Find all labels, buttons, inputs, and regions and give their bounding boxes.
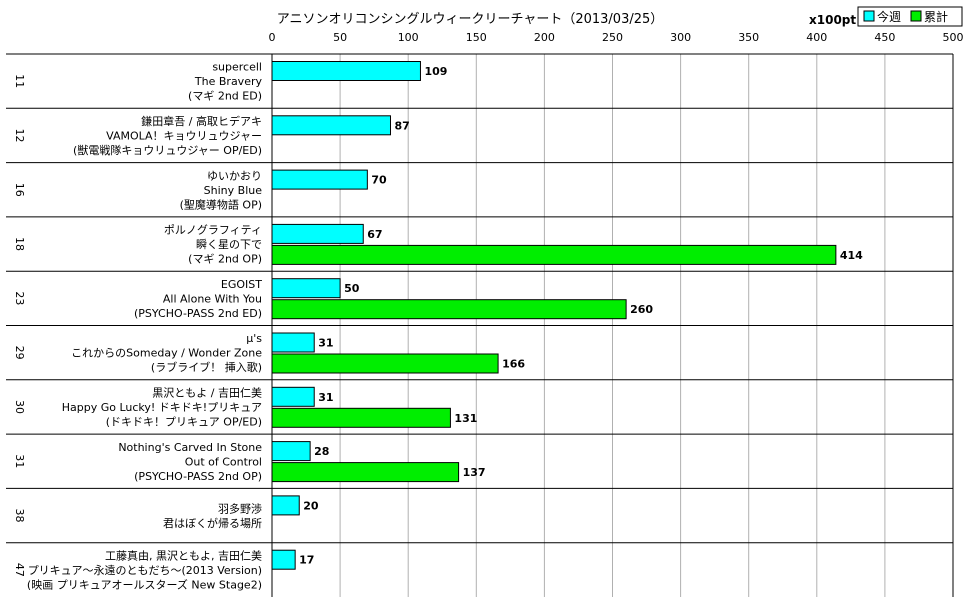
rank-label: 31 bbox=[13, 454, 26, 468]
entry-line: (PSYCHO-PASS 2nd ED) bbox=[134, 307, 262, 320]
bar-weekly-value: 17 bbox=[299, 554, 314, 567]
bar-weekly-value: 70 bbox=[371, 174, 387, 187]
bar-total bbox=[271, 407, 451, 428]
x-tick-labels: 0 50 100 150 200 250 300 350 400 450 500 bbox=[269, 31, 964, 44]
x-tick-label: 250 bbox=[602, 31, 623, 44]
bar-total bbox=[271, 462, 460, 483]
bar-weekly bbox=[271, 441, 311, 462]
entry-line: ゆいかおり bbox=[207, 169, 262, 182]
x-tick-label: 0 bbox=[269, 31, 276, 44]
bar-total-value: 414 bbox=[840, 249, 863, 262]
bar-total bbox=[271, 299, 627, 320]
x-tick-label: 100 bbox=[398, 31, 419, 44]
legend-label-total: 累計 bbox=[924, 9, 948, 24]
entry-line: All Alone With You bbox=[163, 292, 262, 305]
legend-swatch-total bbox=[910, 10, 922, 22]
entry-line: 鎌田章吾 / 高取ヒデアキ bbox=[141, 114, 262, 128]
rank-label: 38 bbox=[13, 509, 26, 523]
entry-line: (マギ 2nd ED) bbox=[188, 90, 262, 103]
bar-total-value: 131 bbox=[454, 412, 477, 425]
bar-weekly bbox=[271, 549, 296, 570]
bar-weekly-value: 28 bbox=[314, 445, 329, 458]
bar-weekly-value: 31 bbox=[318, 391, 333, 404]
x-tick-label: 450 bbox=[874, 31, 895, 44]
rank-label: 47 bbox=[13, 563, 26, 577]
rank-label: 18 bbox=[13, 237, 26, 251]
entry-line: (映画 プリキュアオールスターズ New Stage2) bbox=[27, 577, 262, 591]
bar-weekly-value: 50 bbox=[344, 282, 360, 295]
bar-weekly bbox=[271, 495, 300, 516]
bar-total bbox=[271, 244, 837, 265]
bar-weekly bbox=[271, 61, 421, 81]
rank-label: 30 bbox=[13, 400, 26, 414]
bar-total-value: 166 bbox=[502, 358, 525, 371]
entry-line: (ラブライブ！ 挿入歌) bbox=[151, 360, 262, 374]
entry-line: (ドキドキ！プリキュア OP/ED) bbox=[106, 415, 262, 428]
entry-line: supercell bbox=[212, 61, 262, 74]
bar-weekly bbox=[271, 278, 341, 299]
x-tick-label: 400 bbox=[806, 31, 827, 44]
rank-label: 29 bbox=[13, 346, 26, 360]
bar-weekly-value: 87 bbox=[394, 119, 409, 132]
entry-line: 黒沢ともよ / 吉田仁美 bbox=[152, 385, 262, 399]
bar-total-value: 260 bbox=[630, 303, 653, 316]
rank-label: 11 bbox=[13, 74, 26, 88]
entry-line: Out of Control bbox=[185, 455, 262, 468]
entry-line: Nothing's Carved In Stone bbox=[118, 441, 262, 454]
unit-label: x100pt bbox=[809, 13, 856, 27]
bar-weekly bbox=[271, 386, 315, 407]
x-tick-label: 300 bbox=[670, 31, 691, 44]
bar-weekly bbox=[271, 169, 368, 190]
rank-label: 12 bbox=[13, 128, 26, 142]
entry-line: Happy Go Lucky! ドキドキ!プリキュア bbox=[62, 401, 262, 414]
chart-title: アニソンオリコンシングルウィークリーチャート（2013/03/25） bbox=[277, 12, 664, 27]
entry-line: (獣電戦隊キョウリュウジャー OP/ED) bbox=[73, 143, 262, 157]
x-tick-label: 500 bbox=[943, 31, 964, 44]
bar-weekly-value: 31 bbox=[318, 337, 333, 350]
x-tick-label: 50 bbox=[333, 31, 347, 44]
rank-label: 23 bbox=[13, 291, 26, 305]
entry-line: ポルノグラフィティ bbox=[164, 223, 262, 237]
entry-line: (PSYCHO-PASS 2nd OP) bbox=[134, 470, 262, 483]
entry-line: 瞬く星の下で bbox=[196, 238, 262, 251]
x-tick-label: 200 bbox=[534, 31, 555, 44]
chart-bars: 109 87 70 67 414 50 260 31 166 31 131 28 137 20 17 bbox=[271, 61, 863, 570]
x-tick-label: 350 bbox=[738, 31, 759, 44]
entry-line: (聖魔導物語 OP) bbox=[180, 197, 262, 211]
entry-line: 工藤真由, 黒沢ともよ, 吉田仁美 bbox=[105, 548, 262, 562]
bar-total-value: 137 bbox=[463, 466, 486, 479]
entry-line: 羽多野渉 bbox=[218, 501, 262, 515]
bar-total bbox=[271, 353, 499, 374]
legend-frame bbox=[857, 6, 963, 27]
entry-line: EGOIST bbox=[221, 278, 262, 291]
entry-line: Shiny Blue bbox=[204, 184, 263, 197]
legend-label-weekly: 今週 bbox=[877, 9, 901, 24]
plot-frame bbox=[6, 53, 954, 597]
bar-weekly bbox=[271, 115, 391, 136]
bar-weekly-value: 20 bbox=[303, 499, 319, 512]
rank-label: 16 bbox=[13, 183, 26, 197]
legend: 今週 累計 bbox=[857, 6, 963, 27]
bar-weekly bbox=[271, 332, 315, 353]
x-tick-label: 150 bbox=[466, 31, 487, 44]
entry-line: (マギ 2nd OP) bbox=[188, 253, 262, 266]
entry-line: VAMOLA！キョウリュウジャー bbox=[106, 129, 262, 142]
entry-line: μ's bbox=[246, 332, 262, 345]
entry-line: これからのSomeday / Wonder Zone bbox=[71, 347, 262, 360]
entry-line: プリキュア～永遠のともだち～(2013 Version) bbox=[28, 563, 262, 577]
bar-weekly-value: 67 bbox=[367, 228, 382, 241]
entry-line: 君はぼくが帰る場所 bbox=[163, 516, 262, 530]
legend-swatch-weekly bbox=[863, 10, 875, 22]
entry-line: The Bravery bbox=[194, 75, 263, 88]
bar-weekly bbox=[271, 223, 364, 244]
bar-weekly-value: 109 bbox=[424, 65, 447, 78]
